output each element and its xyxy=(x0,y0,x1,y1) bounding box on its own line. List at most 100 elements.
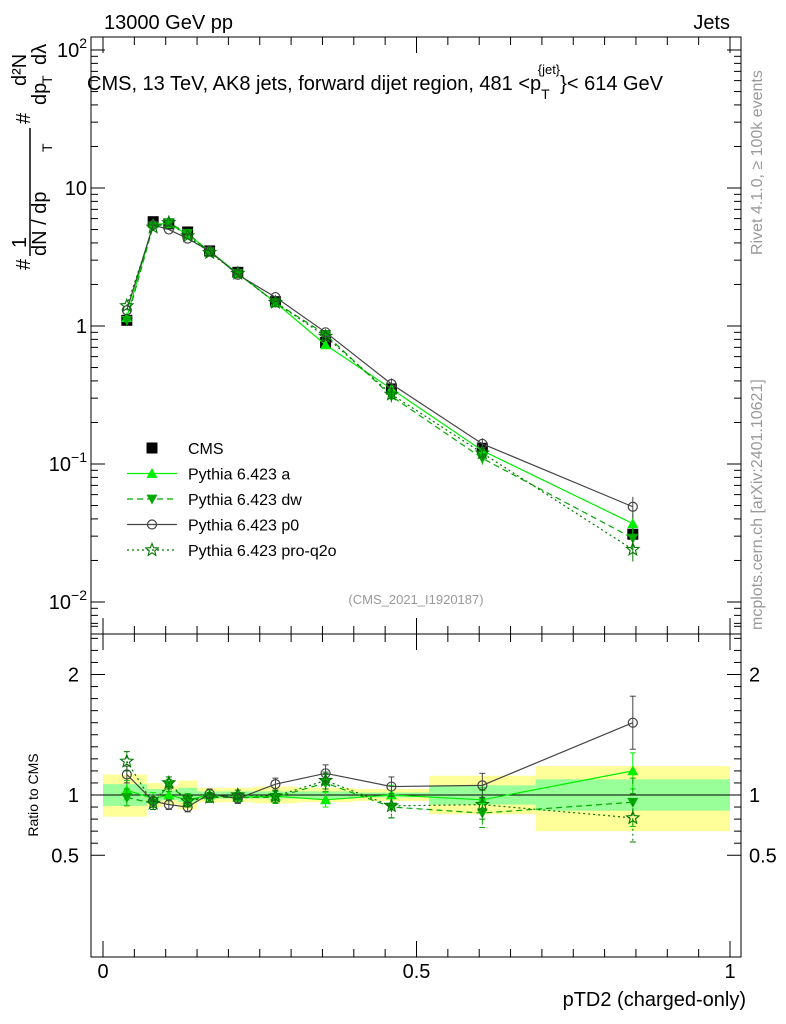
ylabel-denominator-1: dN / dp xyxy=(29,192,51,256)
main-point-triangle-down xyxy=(627,533,639,544)
ratio-point-circle-open xyxy=(121,769,132,780)
ylabel-denominator-2b: dλ xyxy=(29,44,51,65)
legend-entry-label: CMS xyxy=(188,441,224,458)
rivet-version-label: Rivet 4.1.0, ≥ 100k events xyxy=(749,70,766,255)
ylabel-denominator-2a: dp xyxy=(29,83,51,105)
main-y-tick-label: 10−2 xyxy=(49,587,87,614)
ratio-y-axis-label: Ratio to CMS xyxy=(25,753,41,836)
plot-title-sub: T xyxy=(541,86,550,102)
ratio-point-star-open xyxy=(625,809,641,825)
ratio-point-circle-open xyxy=(163,799,174,810)
main-point-star-open xyxy=(145,219,161,234)
ratio-point-triangle-down xyxy=(269,793,281,803)
main-point-star-open xyxy=(201,244,218,260)
plot-title: CMS, 13 TeV, AK8 jets, forward dijet reg… xyxy=(87,62,664,102)
legend-entry-label: Pythia 6.423 a xyxy=(188,467,290,484)
ylabel-numerator-1: 1 xyxy=(9,237,31,248)
ratio-point-triangle-up xyxy=(163,789,175,800)
main-series-line xyxy=(126,224,634,508)
ylabel-hash-1: # xyxy=(13,258,35,270)
main-y-tick-label: 1 xyxy=(76,316,87,338)
category-label: Jets xyxy=(693,12,730,34)
main-point-circle-open xyxy=(270,291,281,303)
main-point-star-open xyxy=(161,214,177,230)
main-point-star-open xyxy=(474,445,490,460)
main-point-triangle-up xyxy=(627,518,639,528)
ylabel-numerator-2: d²N xyxy=(9,54,31,86)
main-y-tick-exponent: 2 xyxy=(79,35,87,51)
ratio-y-tick-label-left: 1 xyxy=(68,785,79,807)
main-point-circle-open xyxy=(182,233,193,244)
ratio-point-star-open xyxy=(145,795,161,810)
main-point-star-open xyxy=(180,227,196,243)
legend-entry-label: Pythia 6.423 pro-q2o xyxy=(188,543,337,560)
ylabel-denominator-sub-1: T xyxy=(39,143,55,152)
main-point-circle-open xyxy=(232,269,243,280)
legend-marker-star-open xyxy=(144,541,160,557)
main-y-tick-exponent: −2 xyxy=(71,587,87,603)
ratio-series-line xyxy=(126,760,633,819)
legend-marker-triangle-down xyxy=(146,494,158,505)
x-tick-label: 1 xyxy=(724,961,735,983)
analysis-watermark: (CMS_2021_I1920187) xyxy=(348,592,483,607)
ratio-point-star-open xyxy=(201,789,218,804)
main-y-tick-label: 10 xyxy=(65,178,87,200)
ratio-point-star-open xyxy=(383,797,400,813)
main-point-star-open xyxy=(383,386,400,401)
ratio-y-tick-label-left: 2 xyxy=(68,665,79,687)
ratio-point-star-open xyxy=(474,796,490,812)
ratio-point-triangle-down xyxy=(476,808,488,819)
main-point-star-open xyxy=(230,265,246,281)
plot-title-sup: {jet} xyxy=(538,62,561,77)
main-point-star-open xyxy=(119,297,135,313)
ratio-y-tick-label-right: 2 xyxy=(749,665,760,687)
main-y-tick-exponent: −1 xyxy=(71,449,87,465)
ratio-y-tick-label-left: 0.5 xyxy=(51,845,79,867)
legend-entry-label: Pythia 6.423 p0 xyxy=(188,518,299,535)
ratio-point-triangle-down xyxy=(121,793,133,803)
ratio-y-tick-label-right: 1 xyxy=(749,785,760,807)
ratio-point-star-open xyxy=(180,792,196,808)
energy-label: 13000 GeV pp xyxy=(104,12,233,34)
main-point-circle-open xyxy=(627,501,638,512)
main-series-line xyxy=(126,222,634,551)
main-y-tick-base: 10 xyxy=(49,454,71,476)
ratio-point-triangle-up xyxy=(627,765,639,776)
x-tick-label: 0.5 xyxy=(403,961,431,983)
main-point-triangle-up xyxy=(320,339,332,350)
plot-title-main: CMS, 13 TeV, AK8 jets, forward dijet reg… xyxy=(87,73,541,95)
ratio-point-star-open xyxy=(267,788,284,803)
main-y-tick-base: 10 xyxy=(49,592,71,614)
main-y-axis-label: # 1 dN / dp T # d²N dp T dλ xyxy=(9,44,55,270)
ylabel-hash-2: # xyxy=(13,112,35,124)
ylabel-denominator-sub-2: T xyxy=(39,75,55,84)
legend-marker-circle-open xyxy=(146,519,158,530)
ratio-point-circle-open xyxy=(232,793,243,804)
main-y-tick-base: 10 xyxy=(57,40,79,62)
ratio-point-triangle-up xyxy=(320,794,332,805)
main-y-tick-label: 10−1 xyxy=(49,449,87,476)
legend-marker-square xyxy=(146,442,158,454)
ratio-point-star-open xyxy=(119,753,135,768)
mcplots-reference-label: mcplots.cern.ch [arXiv:2401.10621] xyxy=(749,379,766,630)
main-point-circle-open xyxy=(320,327,331,338)
main-point-triangle-down xyxy=(121,315,133,326)
legend-entry-label: Pythia 6.423 dw xyxy=(188,492,302,509)
legend-marker-triangle-up xyxy=(146,468,158,478)
ratio-point-star-open xyxy=(317,772,334,788)
main-point-star-open xyxy=(317,328,334,343)
plot-title-end: }< 614 GeV xyxy=(560,73,664,95)
main-point-triangle-down xyxy=(320,329,332,340)
main-point-star-open xyxy=(625,541,641,557)
x-axis-label: pTD2 (charged-only) xyxy=(563,989,746,1011)
ratio-point-star-open xyxy=(230,786,246,802)
x-tick-label: 0 xyxy=(97,961,108,983)
main-point-star-open xyxy=(267,294,284,310)
ratio-y-tick-label-right: 0.5 xyxy=(749,845,777,867)
ratio-point-circle-open xyxy=(386,781,397,792)
ratio-point-triangle-down xyxy=(627,797,639,808)
ratio-point-circle-open xyxy=(627,717,638,728)
main-y-tick-label: 102 xyxy=(57,35,87,62)
ratio-point-star-open xyxy=(161,774,177,790)
